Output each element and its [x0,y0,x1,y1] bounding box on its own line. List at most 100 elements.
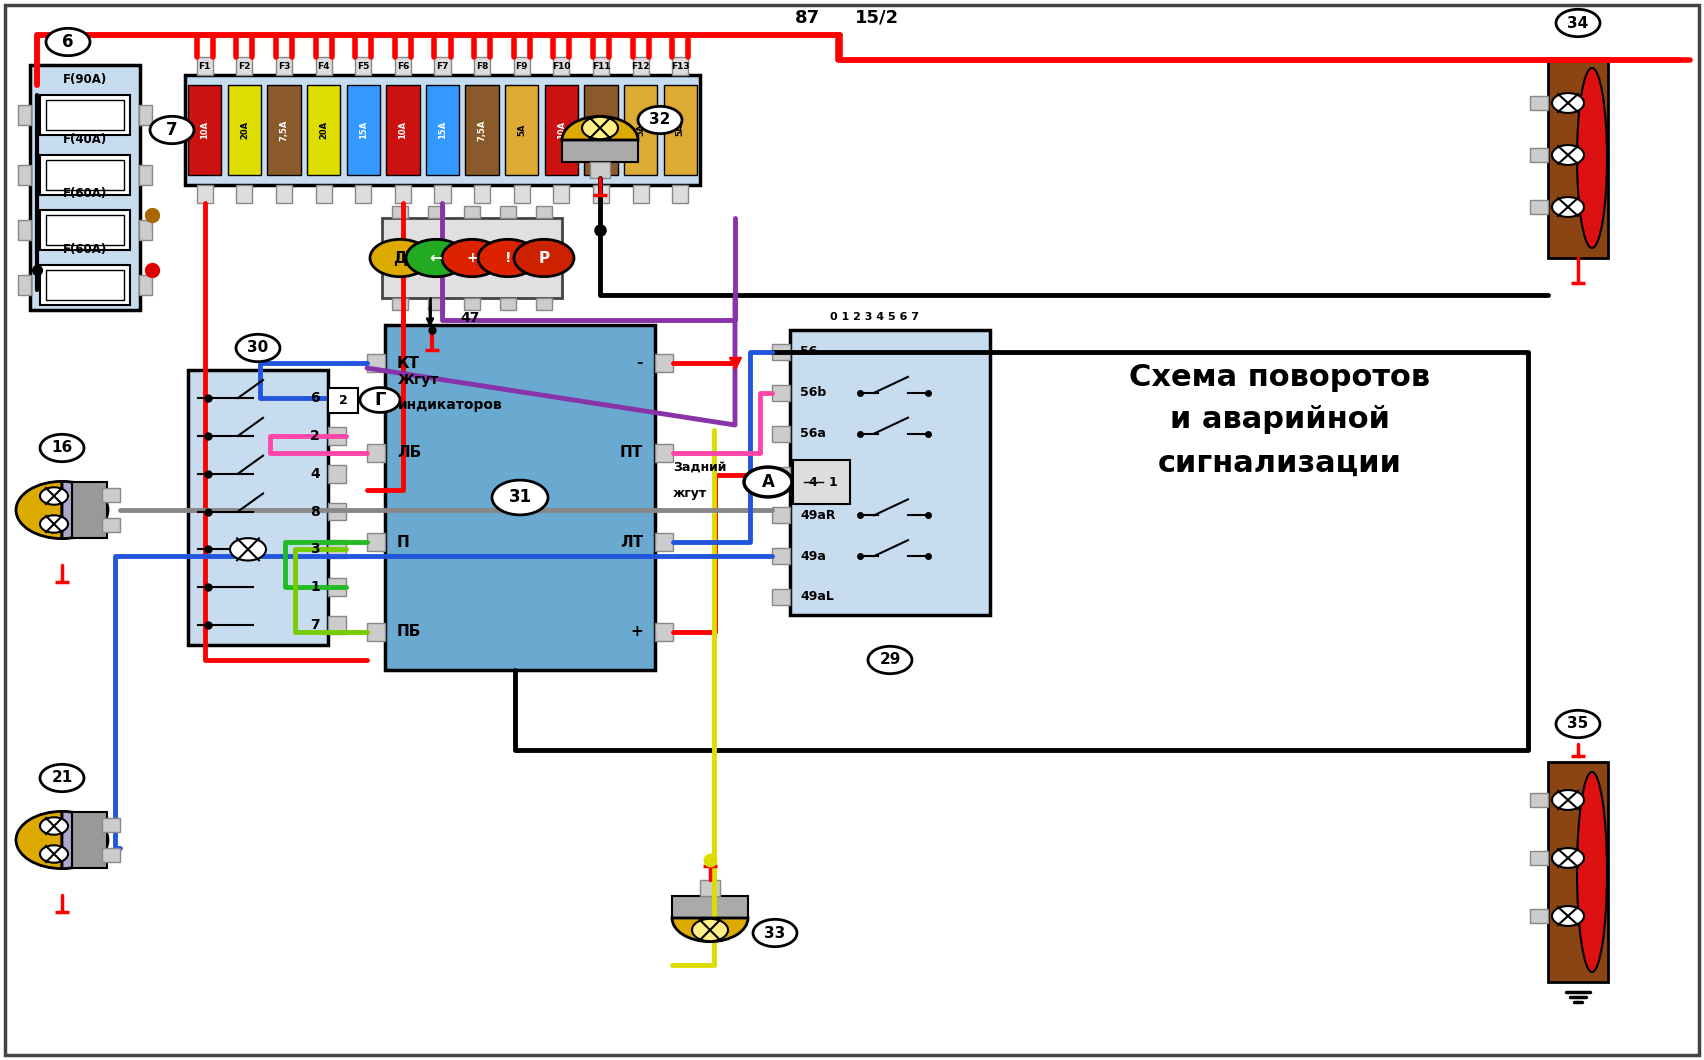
FancyBboxPatch shape [196,57,213,75]
Text: 31: 31 [508,489,532,507]
Text: F5: F5 [358,61,370,71]
Wedge shape [562,117,637,140]
Text: ←: ← [429,250,443,265]
Text: 47: 47 [460,311,479,325]
Circle shape [745,467,792,497]
FancyBboxPatch shape [72,812,107,868]
FancyBboxPatch shape [428,206,445,218]
Text: ПТ: ПТ [620,445,642,460]
Circle shape [39,764,83,792]
Text: 1: 1 [310,580,320,595]
Text: 20A: 20A [240,121,249,139]
FancyBboxPatch shape [654,623,673,641]
Text: F10: F10 [552,61,571,71]
FancyBboxPatch shape [593,186,608,204]
FancyBboxPatch shape [671,896,748,918]
FancyBboxPatch shape [632,57,649,75]
FancyBboxPatch shape [772,466,791,482]
Text: F7: F7 [436,61,448,71]
Text: 56a: 56a [799,427,826,440]
Text: F4: F4 [317,61,331,71]
FancyBboxPatch shape [513,57,530,75]
FancyBboxPatch shape [554,57,569,75]
FancyBboxPatch shape [554,186,569,204]
Text: ЛТ: ЛТ [620,535,642,550]
FancyBboxPatch shape [772,508,791,524]
FancyBboxPatch shape [654,444,673,462]
Circle shape [1552,906,1585,926]
Text: F6: F6 [397,61,409,71]
FancyBboxPatch shape [1530,851,1547,865]
FancyBboxPatch shape [307,85,341,175]
FancyBboxPatch shape [772,344,791,360]
Text: 16: 16 [51,441,73,456]
FancyBboxPatch shape [382,218,562,298]
FancyBboxPatch shape [366,623,385,641]
FancyBboxPatch shape [140,275,152,295]
FancyBboxPatch shape [387,85,419,175]
Wedge shape [671,918,748,941]
FancyBboxPatch shape [499,298,516,310]
Text: 56b: 56b [799,386,826,400]
Text: 4: 4 [310,466,320,480]
Circle shape [39,488,68,505]
FancyBboxPatch shape [671,57,688,75]
FancyBboxPatch shape [19,105,31,125]
FancyBboxPatch shape [593,57,608,75]
Text: F8: F8 [475,61,489,71]
FancyBboxPatch shape [140,105,152,125]
Text: 7: 7 [167,121,177,139]
Circle shape [753,919,797,947]
FancyBboxPatch shape [46,160,124,190]
FancyBboxPatch shape [624,85,658,175]
FancyBboxPatch shape [102,818,119,832]
Circle shape [39,515,68,533]
FancyBboxPatch shape [428,298,445,310]
Text: 15/2: 15/2 [855,8,900,26]
Wedge shape [61,481,107,538]
Text: 49aL: 49aL [799,590,833,603]
FancyBboxPatch shape [19,220,31,240]
FancyBboxPatch shape [72,482,107,538]
FancyBboxPatch shape [327,578,346,596]
Circle shape [360,388,400,412]
FancyBboxPatch shape [791,330,990,615]
FancyBboxPatch shape [315,186,332,204]
Text: Г: Г [375,391,385,409]
FancyBboxPatch shape [268,85,300,175]
FancyBboxPatch shape [499,206,516,218]
Text: 30: 30 [799,469,818,481]
FancyBboxPatch shape [1530,909,1547,923]
FancyBboxPatch shape [654,354,673,372]
FancyBboxPatch shape [327,389,346,407]
FancyBboxPatch shape [39,95,130,135]
Text: ПБ: ПБ [397,624,421,639]
Circle shape [39,435,83,462]
FancyBboxPatch shape [140,220,152,240]
Text: P: P [538,250,550,265]
FancyBboxPatch shape [392,298,407,310]
FancyBboxPatch shape [654,533,673,551]
FancyBboxPatch shape [1547,58,1609,258]
FancyBboxPatch shape [465,85,499,175]
Text: 15A: 15A [360,121,368,139]
FancyBboxPatch shape [276,57,291,75]
Text: 35: 35 [1568,717,1588,731]
FancyBboxPatch shape [700,880,721,896]
FancyBboxPatch shape [237,186,252,204]
FancyBboxPatch shape [196,186,213,204]
Text: !: ! [504,251,511,265]
FancyBboxPatch shape [327,427,346,445]
FancyBboxPatch shape [435,57,450,75]
FancyBboxPatch shape [395,186,411,204]
Circle shape [1552,848,1585,868]
Circle shape [479,240,538,277]
Text: F13: F13 [671,61,690,71]
Text: 5A: 5A [518,124,527,136]
Circle shape [1552,197,1585,217]
Circle shape [867,647,912,674]
FancyBboxPatch shape [1530,148,1547,162]
Text: 29: 29 [879,653,901,668]
Text: 7,5A: 7,5A [477,120,487,141]
FancyBboxPatch shape [39,210,130,250]
